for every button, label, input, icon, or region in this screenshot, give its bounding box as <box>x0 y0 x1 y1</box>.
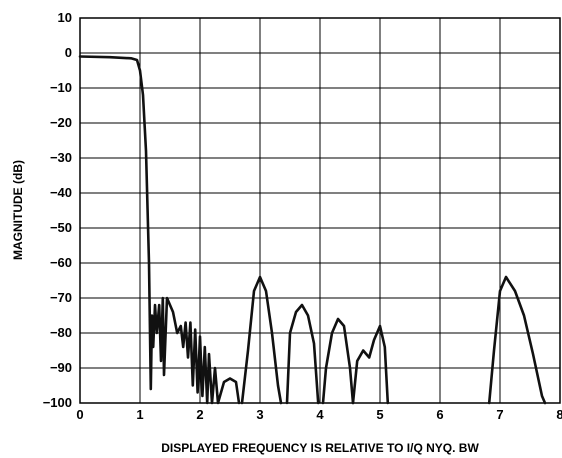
x-tick-label: 0 <box>76 407 83 422</box>
y-tick-label: −80 <box>50 325 72 340</box>
x-tick-label: 2 <box>196 407 203 422</box>
x-tick-label: 8 <box>556 407 562 422</box>
y-tick-label: −50 <box>50 220 72 235</box>
y-tick-label: −30 <box>50 150 72 165</box>
series-line <box>353 326 388 403</box>
x-tick-label: 3 <box>256 407 263 422</box>
y-tick-label: 10 <box>58 10 72 25</box>
y-axis-label: MAGNITUDE (dB) <box>11 160 25 260</box>
y-tick-label: −40 <box>50 185 72 200</box>
x-tick-label: 5 <box>376 407 383 422</box>
x-axis-label: DISPLAYED FREQUENCY IS RELATIVE TO I/Q N… <box>161 441 479 455</box>
series-line <box>489 277 545 403</box>
y-tick-label: −90 <box>50 360 72 375</box>
y-tick-label: −100 <box>43 395 72 410</box>
series-line <box>242 277 281 403</box>
y-tick-label: −70 <box>50 290 72 305</box>
y-tick-label: −20 <box>50 115 72 130</box>
series-line <box>323 319 353 403</box>
x-tick-label: 7 <box>496 407 503 422</box>
y-tick-labels: 10 0 −10 −20 −30 −40 −50 −60 −70 −80 −90 −100 <box>43 10 72 410</box>
y-tick-label: −60 <box>50 255 72 270</box>
series-line <box>287 305 318 403</box>
series-line <box>80 57 239 404</box>
x-tick-labels: 0 1 2 3 4 5 6 7 8 <box>76 407 562 422</box>
y-tick-label: −10 <box>50 80 72 95</box>
series-group <box>80 57 545 404</box>
x-tick-label: 6 <box>436 407 443 422</box>
x-tick-label: 1 <box>136 407 143 422</box>
x-tick-label: 4 <box>316 407 324 422</box>
y-tick-label: 0 <box>65 45 72 60</box>
